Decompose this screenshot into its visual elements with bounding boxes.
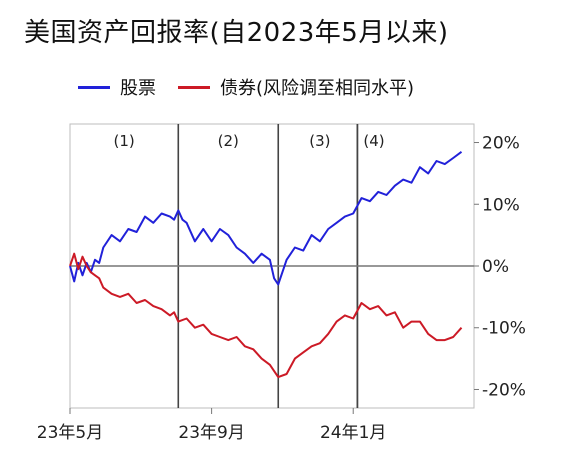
x-tick-label-1: 23年9月 <box>178 423 244 443</box>
period-label-2: (2) <box>218 132 239 150</box>
x-tick-label-0: 23年5月 <box>37 423 103 443</box>
y-tick-label-4: -20% <box>482 380 526 400</box>
legend-item-stocks: 股票 <box>78 74 156 100</box>
period-label-4: (4) <box>363 132 384 150</box>
period-label-1: (1) <box>114 132 135 150</box>
y-tick-label-2: 0% <box>482 257 509 277</box>
series-line-bonds <box>69 252 463 379</box>
chart-title: 美国资产回报率(自2023年5月以来) <box>24 18 449 48</box>
legend-label-stocks: 股票 <box>120 78 156 99</box>
y-tick-label-1: 10% <box>482 195 520 215</box>
y-tick-label-0: 20% <box>482 134 520 154</box>
y-tick-label-3: -10% <box>482 319 526 339</box>
legend: 股票 债券(风险调至相同水平) <box>78 74 436 100</box>
legend-swatch-stocks <box>78 85 110 89</box>
legend-swatch-bonds <box>178 85 210 89</box>
legend-label-bonds: 债券(风险调至相同水平) <box>220 78 415 99</box>
period-label-3: (3) <box>309 132 330 150</box>
x-tick-label-2: 24年1月 <box>320 423 386 443</box>
series-line-stocks <box>69 150 463 286</box>
legend-item-bonds: 债券(风险调至相同水平) <box>178 74 414 100</box>
